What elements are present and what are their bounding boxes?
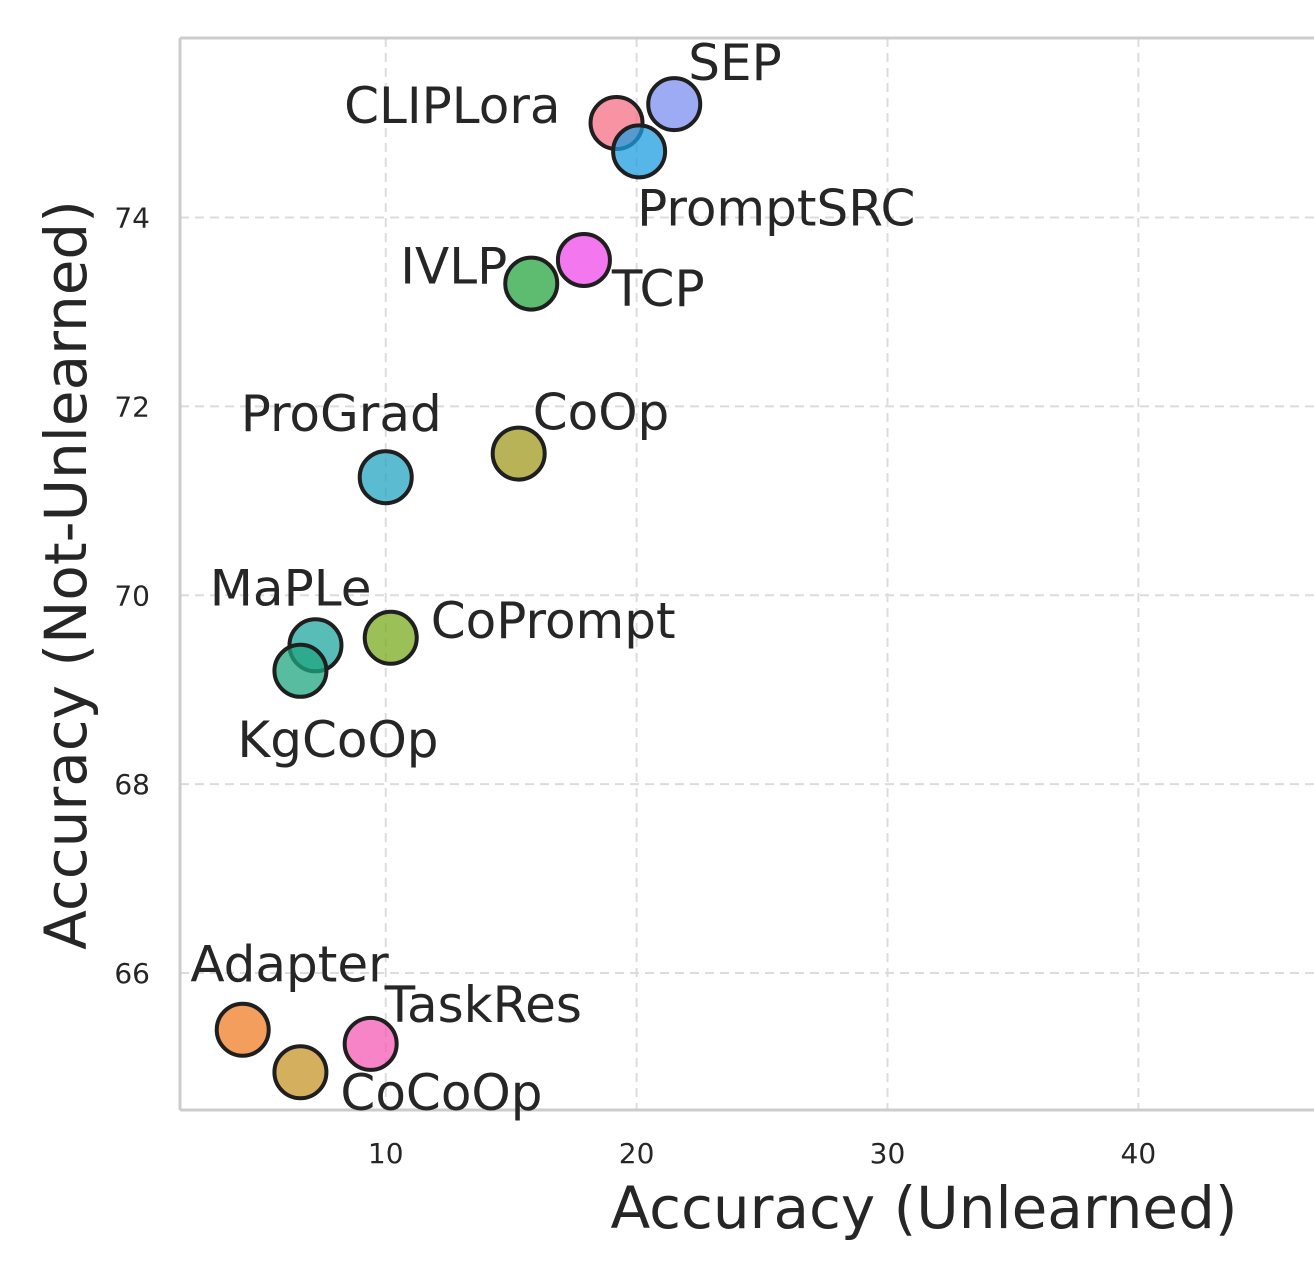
point-label-coop: CoOp	[533, 384, 670, 442]
point-coop	[490, 425, 547, 482]
data-points	[214, 76, 703, 1101]
point-label-tcp: TCP	[611, 260, 705, 318]
point-label-adapter: Adapter	[190, 936, 389, 994]
point-cocoop	[272, 1044, 329, 1101]
y-tick-label: 74	[114, 201, 150, 234]
x-axis-label: Accuracy (Unlearned)	[610, 1174, 1237, 1242]
x-tick-labels: 10 20 30 40	[368, 1137, 1156, 1170]
point-tcp	[555, 231, 612, 288]
point-label-cocoop: CoCoOp	[340, 1064, 542, 1122]
y-tick-labels: 66 68 70 72 74	[114, 201, 150, 990]
y-tick-label: 70	[114, 579, 150, 612]
point-promptsrc	[611, 123, 668, 180]
point-labels: SEP CLIPLora PromptSRC TCP IVLP CoOp ProGrad Ma…	[190, 34, 915, 1122]
point-coprompt	[362, 609, 419, 666]
point-kgcoop	[272, 642, 329, 699]
point-taskres	[342, 1015, 399, 1072]
point-label-ivlp: IVLP	[400, 238, 507, 296]
point-label-coprompt: CoPrompt	[431, 592, 676, 650]
point-prograd	[357, 449, 414, 506]
x-tick-label: 40	[1121, 1137, 1157, 1170]
point-label-cliplora: CLIPLora	[344, 77, 560, 135]
point-label-promptsrc: PromptSRC	[637, 179, 915, 237]
point-label-kgcoop: KgCoOp	[237, 711, 438, 769]
y-tick-label: 72	[114, 390, 150, 423]
point-label-taskres: TaskRes	[384, 976, 582, 1034]
y-tick-label: 66	[114, 957, 150, 990]
point-sep	[646, 76, 703, 133]
y-axis-label: Accuracy (Not-Unlearned)	[32, 200, 100, 950]
point-ivlp	[503, 255, 560, 312]
point-adapter	[214, 1001, 271, 1058]
grid-lines	[180, 38, 1314, 1110]
point-label-maple: MaPLe	[210, 559, 372, 617]
y-tick-label: 68	[114, 768, 150, 801]
x-tick-label: 30	[870, 1137, 906, 1170]
x-tick-label: 10	[368, 1137, 404, 1170]
axes	[178, 36, 1314, 1112]
point-label-sep: SEP	[688, 34, 781, 92]
point-label-prograd: ProGrad	[241, 385, 442, 443]
x-tick-label: 20	[619, 1137, 655, 1170]
